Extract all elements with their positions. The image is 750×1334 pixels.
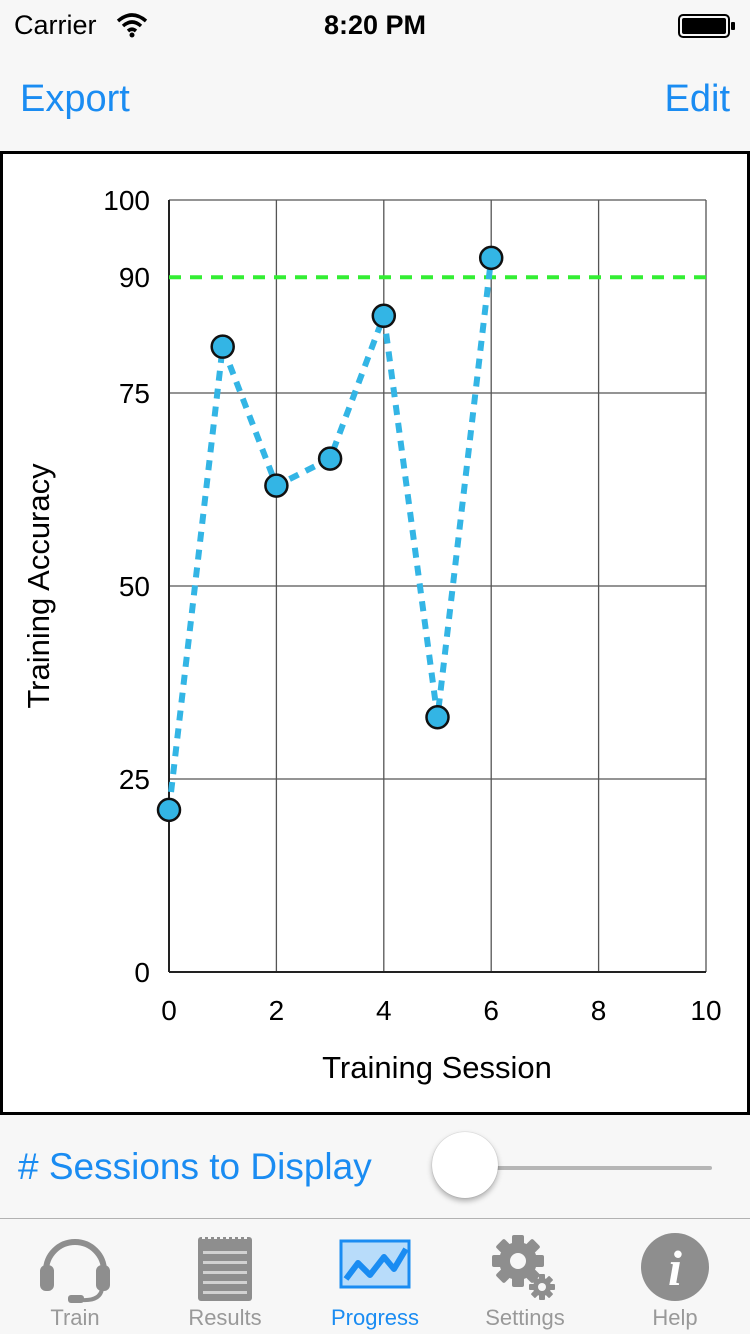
data-point-0-0 [156, 797, 182, 823]
tab-progress-label: Progress [330, 1305, 420, 1330]
data-point-0-2 [264, 473, 289, 498]
x-tick-label-4: 8 [591, 995, 607, 1026]
tab-help-label: Help [652, 1305, 698, 1330]
tab-train[interactable]: Train [0, 1219, 150, 1334]
y-axis-label: Training Accuracy [21, 463, 56, 709]
tab-results[interactable]: Results [150, 1219, 300, 1334]
x-tick-label-2: 4 [376, 995, 392, 1026]
y-tick-label-3: 75 [119, 378, 150, 409]
tab-progress[interactable]: Progress [300, 1219, 450, 1334]
y-tick-label-5: 100 [103, 185, 150, 216]
chart-canvas: 0 25 50 75 90 100 0 2 4 6 8 10 Training Session Train… [21, 185, 722, 1085]
y-tick-label-2: 50 [119, 571, 150, 602]
y-tick-label-4: 90 [119, 262, 150, 293]
tab-settings-label: Settings [485, 1305, 565, 1330]
headset-icon [40, 1239, 110, 1303]
sessions-label: # Sessions to Display [18, 1146, 372, 1187]
data-point-0-3 [317, 446, 343, 471]
notepad-icon [198, 1233, 252, 1301]
tab-results-label: Results [188, 1305, 262, 1330]
data-point-0-6 [478, 245, 504, 271]
export-button[interactable]: Export [20, 78, 130, 120]
data-point-0-1 [210, 334, 235, 359]
tab-train-label: Train [50, 1305, 100, 1330]
sessions-slider-track[interactable] [466, 1166, 712, 1170]
svg-text:i: i [668, 1240, 682, 1296]
wifi-icon [116, 13, 148, 38]
status-bar: Carrier 8:20 PM [0, 0, 750, 52]
battery-icon [678, 14, 735, 38]
info-icon: i [641, 1233, 709, 1301]
data-point-0-5 [425, 704, 450, 730]
tab-help[interactable]: i Help [600, 1219, 750, 1334]
gear-icon [492, 1235, 555, 1300]
y-tick-label-0: 0 [134, 957, 150, 988]
clock: 8:20 PM [323, 10, 427, 40]
tab-bar: Train Results Progress [0, 1218, 750, 1334]
x-axis-label: Training Session [322, 1050, 552, 1085]
x-tick-label-3: 6 [483, 995, 499, 1026]
x-tick-label-1: 2 [269, 995, 285, 1026]
y-tick-label-1: 25 [119, 764, 150, 795]
progress-chart: 0 25 50 75 90 100 0 2 4 6 8 10 Training Session Train… [0, 151, 750, 1115]
edit-button[interactable]: Edit [664, 78, 730, 120]
x-tick-label-0: 0 [161, 995, 177, 1026]
tab-settings[interactable]: Settings [450, 1219, 600, 1334]
data-point-0-4 [371, 303, 397, 329]
sessions-control: # Sessions to Display [0, 1118, 750, 1218]
nav-bar: Export Edit [0, 52, 750, 148]
sessions-slider-thumb[interactable] [432, 1132, 498, 1198]
chart-line-icon [339, 1239, 411, 1289]
x-tick-label-5: 10 [690, 995, 721, 1026]
carrier-label: Carrier [14, 10, 97, 40]
